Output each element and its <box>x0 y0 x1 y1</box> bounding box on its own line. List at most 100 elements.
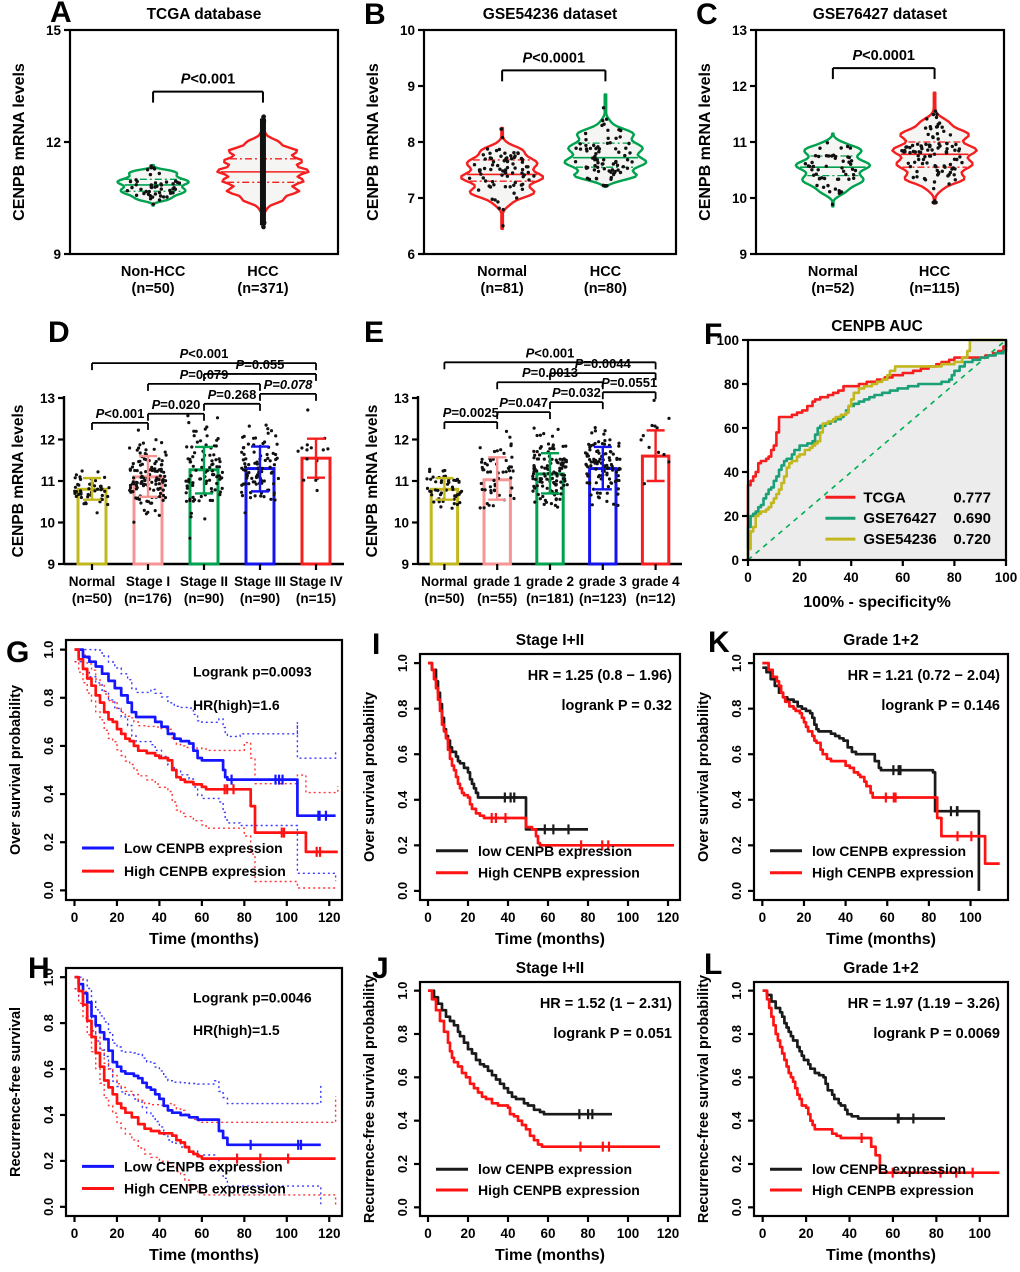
svg-text:1.0: 1.0 <box>395 654 410 672</box>
svg-text:P=0.020: P=0.020 <box>152 397 201 412</box>
svg-text:12: 12 <box>46 135 61 150</box>
svg-text:0.4: 0.4 <box>729 1111 744 1130</box>
svg-text:P<0.001: P<0.001 <box>526 345 575 360</box>
svg-text:120: 120 <box>318 1226 341 1241</box>
svg-text:60: 60 <box>895 570 910 585</box>
svg-text:Normal: Normal <box>421 574 468 589</box>
svg-text:Recurrence-free survival: Recurrence-free survival <box>8 1007 24 1177</box>
km-annotations: HR = 1.21 (0.72 − 2.04) logrank P = 0.146 <box>848 668 1001 714</box>
svg-text:CENPB mRNA levels: CENPB mRNA levels <box>364 405 381 558</box>
svg-text:P=0.268: P=0.268 <box>208 387 257 402</box>
svg-text:logrank P = 0.0069: logrank P = 0.0069 <box>873 1026 1000 1042</box>
svg-text:12: 12 <box>732 79 747 94</box>
panel-c-violin-gse76427: C GSE76427 dataset CENPB mRNA levels 9 10 11… <box>694 0 1020 308</box>
svg-text:(n=123): (n=123) <box>579 591 627 606</box>
svg-text:100: 100 <box>969 1226 992 1241</box>
km-legend: low CENPB expression High CENPB expressio… <box>770 1161 974 1198</box>
panel-k-km-os-grade: K Grade 1+2 Over survival probability 0.0 0… <box>692 626 1020 954</box>
svg-text:120: 120 <box>657 1226 680 1241</box>
svg-text:80: 80 <box>237 1226 252 1241</box>
svg-text:10: 10 <box>400 23 415 38</box>
svg-text:120: 120 <box>657 910 680 925</box>
svg-text:low CENPB expression: low CENPB expression <box>812 843 966 859</box>
svg-text:60: 60 <box>194 1226 209 1241</box>
panel-d-plot: CENPB mRNA levels 9 10 11 12 13 Normal (n=50) St… <box>10 346 344 606</box>
svg-text:GSE54236 dataset: GSE54236 dataset <box>483 6 617 23</box>
panel-e-bars-grade: E CENPB mRNA levels 9 10 11 12 13 Normal (n=50)… <box>362 314 692 622</box>
svg-text:0.720: 0.720 <box>953 531 991 548</box>
svg-text:20: 20 <box>109 910 124 925</box>
svg-text:10: 10 <box>394 515 409 530</box>
svg-text:0.2: 0.2 <box>41 1152 56 1170</box>
svg-text:low CENPB expression: low CENPB expression <box>478 1161 632 1177</box>
svg-text:15: 15 <box>46 23 62 38</box>
svg-text:(n=52): (n=52) <box>811 281 854 297</box>
svg-text:(n=80): (n=80) <box>584 281 627 297</box>
svg-text:CENPB mRNA levels: CENPB mRNA levels <box>365 63 382 221</box>
svg-text:(n=90): (n=90) <box>184 591 224 606</box>
svg-text:0.0: 0.0 <box>395 882 410 900</box>
svg-text:HR(high)=1.5: HR(high)=1.5 <box>193 1022 280 1038</box>
svg-text:Time (months): Time (months) <box>826 931 936 948</box>
svg-text:40: 40 <box>842 1226 857 1241</box>
panel-a-label: A <box>50 0 72 29</box>
svg-text:low CENPB expression: low CENPB expression <box>478 843 632 859</box>
svg-text:13: 13 <box>40 391 56 406</box>
svg-text:HR = 1.25 (0.8 − 1.96): HR = 1.25 (0.8 − 1.96) <box>528 668 672 684</box>
svg-text:80: 80 <box>929 1226 944 1241</box>
svg-text:Normal: Normal <box>477 264 527 280</box>
svg-text:20: 20 <box>460 910 475 925</box>
panel-f-plot: CENPB AUC 0 20 40 60 80 100 0 20 40 60 80 100 100% - … <box>716 318 1017 611</box>
svg-text:0: 0 <box>759 1226 767 1241</box>
svg-text:Stage I: Stage I <box>126 574 170 589</box>
svg-text:80: 80 <box>724 377 739 392</box>
svg-text:0.2: 0.2 <box>41 833 56 851</box>
svg-text:Low CENPB expression: Low CENPB expression <box>124 840 283 856</box>
svg-text:0.8: 0.8 <box>729 1025 744 1043</box>
svg-text:P=0.078: P=0.078 <box>264 377 314 392</box>
panel-e-label: E <box>364 316 385 349</box>
svg-text:1.0: 1.0 <box>729 982 744 1000</box>
svg-text:0.2: 0.2 <box>395 836 410 854</box>
svg-text:0.0: 0.0 <box>395 1198 410 1216</box>
svg-text:0: 0 <box>424 1226 432 1241</box>
panel-f-roc: F CENPB AUC 0 20 40 60 80 100 0 20 40 60 80 100 100% … <box>694 314 1020 622</box>
svg-text:8: 8 <box>407 135 415 150</box>
panel-c-label: C <box>696 0 718 31</box>
km-annotations: HR = 1.52 (1 − 2.31) logrank P = 0.051 <box>540 996 672 1042</box>
svg-text:20: 20 <box>796 910 811 925</box>
svg-text:Low CENPB expression: Low CENPB expression <box>124 1158 283 1174</box>
svg-text:20: 20 <box>460 1226 475 1241</box>
svg-text:0: 0 <box>731 553 739 568</box>
svg-text:80: 80 <box>580 1226 595 1241</box>
svg-text:40: 40 <box>844 570 859 585</box>
panel-j-plot: Stage I+II Recurrence-free survival proba… <box>362 960 682 1264</box>
svg-text:CENPB mRNA levels: CENPB mRNA levels <box>11 63 28 221</box>
svg-text:0.6: 0.6 <box>395 745 410 763</box>
svg-text:low CENPB expression: low CENPB expression <box>812 1161 966 1177</box>
svg-text:0.6: 0.6 <box>41 1060 56 1078</box>
svg-text:0.6: 0.6 <box>395 1068 410 1086</box>
svg-text:GSE76427: GSE76427 <box>863 510 936 527</box>
svg-text:20: 20 <box>792 570 807 585</box>
svg-text:100: 100 <box>959 910 982 925</box>
svg-text:High CENPB expression: High CENPB expression <box>124 1180 286 1196</box>
svg-text:0.0: 0.0 <box>41 1198 56 1216</box>
svg-text:20: 20 <box>799 1226 814 1241</box>
svg-text:0.4: 0.4 <box>41 1105 56 1124</box>
svg-text:TCGA: TCGA <box>863 489 906 506</box>
svg-text:(n=176): (n=176) <box>124 591 172 606</box>
svg-text:logrank P = 0.146: logrank P = 0.146 <box>881 698 1000 714</box>
svg-text:P=0.055: P=0.055 <box>236 357 285 372</box>
svg-text:0.8: 0.8 <box>395 1025 410 1043</box>
svg-text:0.4: 0.4 <box>395 1111 410 1130</box>
svg-text:0: 0 <box>759 910 767 925</box>
svg-text:HCC: HCC <box>919 264 951 280</box>
svg-text:P<0.001: P<0.001 <box>180 346 229 361</box>
panel-d-bars-stage: D CENPB mRNA levels 9 10 11 12 13 Normal (n=50)… <box>8 314 354 622</box>
svg-text:60: 60 <box>194 910 209 925</box>
panel-b-violin-gse54236: B GSE54236 dataset CENPB mRNA levels 6 7 8 9 1… <box>362 0 692 308</box>
svg-text:P=0.0044: P=0.0044 <box>575 356 632 371</box>
svg-text:100: 100 <box>617 910 640 925</box>
